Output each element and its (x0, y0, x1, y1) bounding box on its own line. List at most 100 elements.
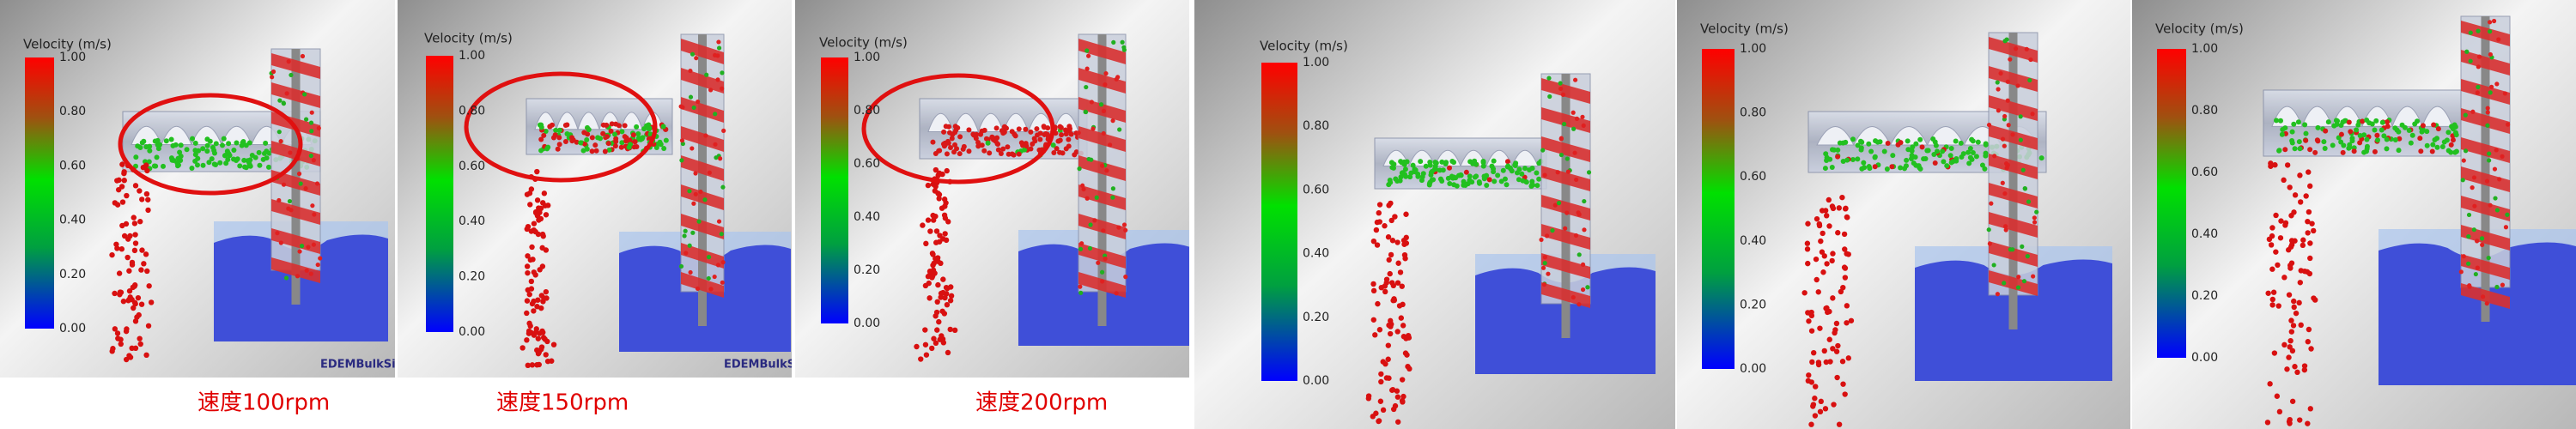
particle (1402, 166, 1408, 172)
particle (975, 143, 981, 149)
particle (927, 228, 933, 234)
particle (1110, 186, 1116, 191)
particle (719, 232, 724, 237)
particle (132, 300, 138, 307)
particle (541, 190, 548, 196)
particle (1388, 280, 1395, 286)
particle (2357, 132, 2363, 138)
particle (1840, 381, 1846, 387)
particle (1081, 186, 1086, 192)
particle (922, 282, 929, 289)
particle (1089, 157, 1094, 162)
particle (2472, 203, 2477, 208)
particle (206, 160, 212, 166)
particle (630, 132, 636, 138)
particle (2286, 354, 2292, 360)
particle (2492, 18, 2497, 24)
particle (196, 148, 202, 154)
particle (2489, 84, 2494, 89)
particle (2002, 113, 2008, 119)
particle (934, 327, 940, 333)
particle (635, 130, 641, 136)
particle (541, 132, 547, 138)
particle (1519, 171, 1525, 177)
particle (1995, 292, 2001, 297)
particle (2303, 193, 2309, 199)
particle (2307, 406, 2313, 412)
particle (966, 127, 972, 133)
particle (1110, 118, 1115, 124)
particle (605, 134, 611, 140)
particle (1826, 196, 1832, 203)
particle (1586, 170, 1592, 175)
particle (622, 123, 628, 129)
particle (524, 337, 530, 343)
particle (2297, 280, 2304, 286)
particle (1831, 402, 1837, 408)
particle (1451, 174, 1457, 180)
particle (1120, 39, 1125, 45)
particle (1844, 251, 1850, 257)
particle (1400, 323, 1406, 329)
particle (2392, 136, 2398, 142)
particle (1067, 125, 1073, 131)
spiral-flight (681, 126, 724, 152)
particle (1585, 285, 1590, 290)
particle (931, 335, 937, 341)
particle (306, 245, 311, 250)
particle (1967, 154, 1973, 160)
particle (1462, 182, 1468, 188)
legend-tick-label: 0.40 (59, 214, 86, 227)
particle (1467, 159, 1473, 165)
particle (948, 145, 954, 151)
particle (1902, 166, 1908, 172)
particle (553, 127, 559, 133)
particle (169, 157, 175, 163)
particle (938, 294, 944, 300)
particle (2347, 142, 2353, 148)
particle (1387, 270, 1393, 277)
particle (1388, 323, 1394, 329)
particle (204, 142, 210, 148)
particle (1410, 162, 1416, 168)
particle (1467, 173, 1473, 179)
particle (132, 183, 139, 189)
particle (2286, 419, 2293, 425)
particle (1820, 269, 1826, 275)
particle (1837, 140, 1843, 146)
particle (2311, 227, 2317, 234)
legend-title: Velocity (m/s) (819, 35, 908, 51)
highlight-ring (861, 73, 1055, 184)
particle (110, 346, 116, 352)
particle (289, 208, 294, 213)
particle (2297, 199, 2304, 205)
particle (534, 197, 541, 203)
particle (1909, 148, 1915, 154)
particle (589, 135, 595, 141)
particle (2494, 208, 2500, 213)
particle (1372, 332, 1378, 338)
particle (1473, 173, 1479, 179)
particle (1986, 227, 1991, 233)
particle (1433, 166, 1439, 172)
particle (1815, 289, 1821, 295)
particle (1437, 176, 1443, 182)
particle (2399, 122, 2405, 128)
spiral-flight (1989, 183, 2038, 208)
particle (2354, 127, 2360, 133)
particle (535, 231, 542, 238)
particle (2486, 255, 2491, 261)
particle (1100, 163, 1105, 168)
particle (638, 136, 644, 142)
particle (115, 186, 122, 193)
particle (2418, 148, 2424, 154)
spiral-flight (1541, 253, 1590, 279)
particle (966, 148, 972, 154)
particle (161, 163, 167, 169)
particle (141, 138, 147, 144)
particle (661, 146, 667, 152)
particle (213, 162, 219, 168)
particle (1504, 182, 1510, 188)
particle (1500, 167, 1506, 173)
particle (139, 196, 145, 202)
